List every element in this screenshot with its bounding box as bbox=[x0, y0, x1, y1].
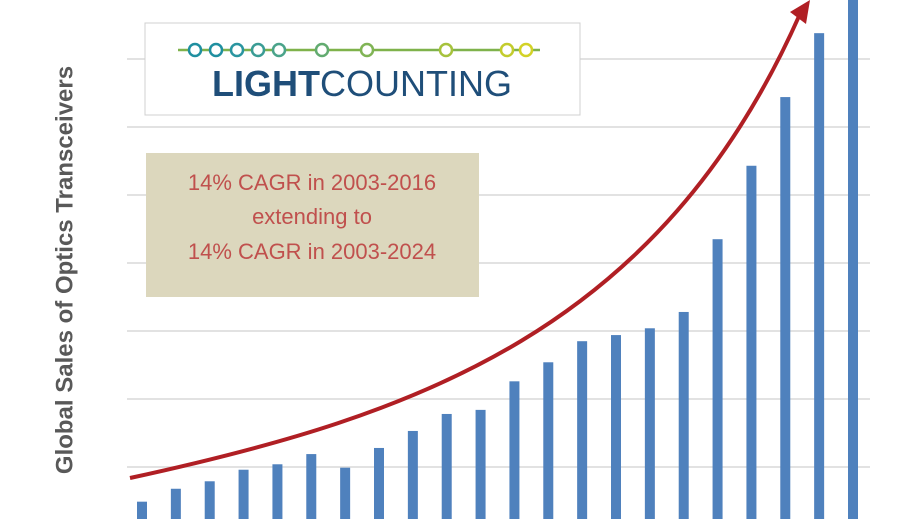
annotation-line: 14% CAGR in 2003-2016 bbox=[188, 170, 436, 195]
bar bbox=[644, 328, 655, 519]
bar bbox=[611, 335, 621, 519]
arrow-head bbox=[790, 0, 810, 24]
bar bbox=[374, 447, 384, 519]
logo-bold: LIGHT bbox=[212, 63, 320, 104]
bars bbox=[137, 0, 858, 519]
bar bbox=[780, 97, 791, 519]
bar bbox=[712, 239, 723, 519]
bar bbox=[678, 311, 689, 519]
logo-chain bbox=[178, 42, 540, 58]
bar bbox=[746, 165, 757, 519]
annotation-box bbox=[146, 153, 479, 297]
bar bbox=[238, 469, 249, 519]
bar bbox=[272, 464, 283, 519]
bar bbox=[137, 501, 147, 519]
logo-box bbox=[144, 22, 581, 116]
bar bbox=[306, 454, 317, 519]
bar bbox=[577, 341, 588, 519]
bar bbox=[204, 481, 215, 519]
logo-regular: COUNTING bbox=[320, 63, 512, 104]
bar bbox=[407, 430, 418, 519]
bar bbox=[170, 488, 181, 519]
bar bbox=[848, 0, 858, 519]
bar bbox=[340, 467, 351, 519]
annotation-line: extending to bbox=[252, 204, 372, 229]
annotation-line: 14% CAGR in 2003-2024 bbox=[188, 239, 436, 264]
bar bbox=[543, 362, 554, 519]
logo-text: LIGHTCOUNTING bbox=[212, 63, 512, 104]
y-axis-label: Global Sales of Optics Transceivers bbox=[51, 66, 78, 474]
bar bbox=[814, 33, 825, 519]
trend-arrow bbox=[129, 13, 802, 480]
bar bbox=[509, 381, 520, 519]
bar bbox=[475, 409, 486, 519]
bar bbox=[441, 413, 452, 519]
